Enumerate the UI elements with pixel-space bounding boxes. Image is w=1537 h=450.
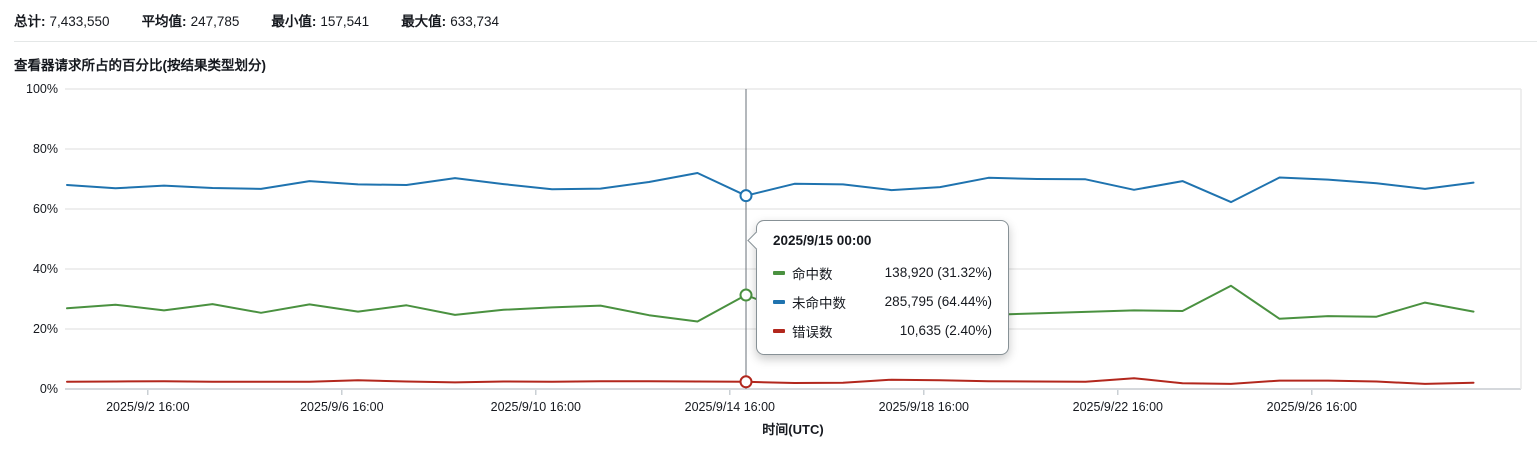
x-axis-tick-label: 2025/9/18 16:00 bbox=[879, 400, 969, 414]
stat-max-label: 最大值: bbox=[401, 14, 447, 29]
header-divider bbox=[14, 41, 1537, 42]
tooltip-row-value: 285,795 (64.44%) bbox=[884, 294, 992, 309]
y-axis-tick-label: 0% bbox=[40, 382, 58, 396]
tooltip-row-error: 错误数 10,635 (2.40%) bbox=[773, 316, 992, 345]
x-axis-tick-label: 2025/9/22 16:00 bbox=[1073, 400, 1163, 414]
stat-total-value: 7,433,550 bbox=[49, 14, 110, 29]
stat-average-value: 247,785 bbox=[190, 14, 240, 29]
x-axis-title: 时间(UTC) bbox=[762, 422, 823, 437]
tooltip-title: 2025/9/15 00:00 bbox=[773, 233, 872, 248]
stat-max-value: 633,734 bbox=[450, 14, 499, 29]
x-axis-tick-label: 2025/9/14 16:00 bbox=[685, 400, 775, 414]
stat-total-label: 总计: bbox=[14, 14, 46, 29]
tooltip-row-miss: 未命中数 285,795 (64.44%) bbox=[773, 287, 992, 316]
y-axis-tick-label: 40% bbox=[33, 262, 58, 276]
stat-min-value: 157,541 bbox=[320, 14, 370, 29]
series-line-2 bbox=[66, 377, 1475, 385]
x-axis-tick-label: 2025/9/10 16:00 bbox=[491, 400, 581, 414]
hover-point-1 bbox=[739, 189, 753, 203]
tooltip-row-value: 138,920 (31.32%) bbox=[884, 265, 992, 280]
series-line-1 bbox=[66, 172, 1475, 204]
chart-tooltip: 2025/9/15 00:00 命中数 138,920 (31.32%) 未命中… bbox=[756, 220, 1009, 355]
tooltip-row-label: 未命中数 bbox=[792, 295, 846, 311]
tooltip-row-label: 命中数 bbox=[792, 266, 833, 282]
chart-title: 查看器请求所占的百分比(按结果类型划分) bbox=[14, 58, 266, 73]
x-axis-tick-label: 2025/9/2 16:00 bbox=[106, 400, 189, 414]
x-axis-tick-label: 2025/9/26 16:00 bbox=[1267, 400, 1357, 414]
miss-series-dash-icon bbox=[773, 299, 785, 304]
stats-bar: 总计: 7,433,550 平均值: 247,785 最小值: 157,541 最大值… bbox=[14, 10, 1537, 30]
stat-min: 最小值: 157,541 bbox=[271, 10, 369, 30]
hover-point-2 bbox=[739, 375, 753, 389]
hover-point-0 bbox=[739, 288, 753, 302]
stat-average: 平均值: 247,785 bbox=[142, 10, 240, 30]
stat-min-label: 最小值: bbox=[271, 14, 317, 29]
stat-total: 总计: 7,433,550 bbox=[14, 10, 110, 30]
y-axis-tick-label: 100% bbox=[26, 82, 58, 96]
y-axis-tick-label: 60% bbox=[33, 202, 58, 216]
stat-max: 最大值: 633,734 bbox=[401, 10, 499, 30]
tooltip-row-hit: 命中数 138,920 (31.32%) bbox=[773, 258, 992, 287]
y-axis-tick-label: 20% bbox=[33, 322, 58, 336]
hit-series-dash-icon bbox=[773, 270, 785, 275]
x-axis-tick-label: 2025/9/6 16:00 bbox=[300, 400, 383, 414]
tooltip-row-value: 10,635 (2.40%) bbox=[899, 323, 992, 338]
stat-average-label: 平均值: bbox=[141, 14, 187, 29]
error-series-dash-icon bbox=[773, 328, 785, 333]
tooltip-row-label: 错误数 bbox=[792, 324, 833, 340]
y-axis-tick-label: 80% bbox=[33, 142, 58, 156]
